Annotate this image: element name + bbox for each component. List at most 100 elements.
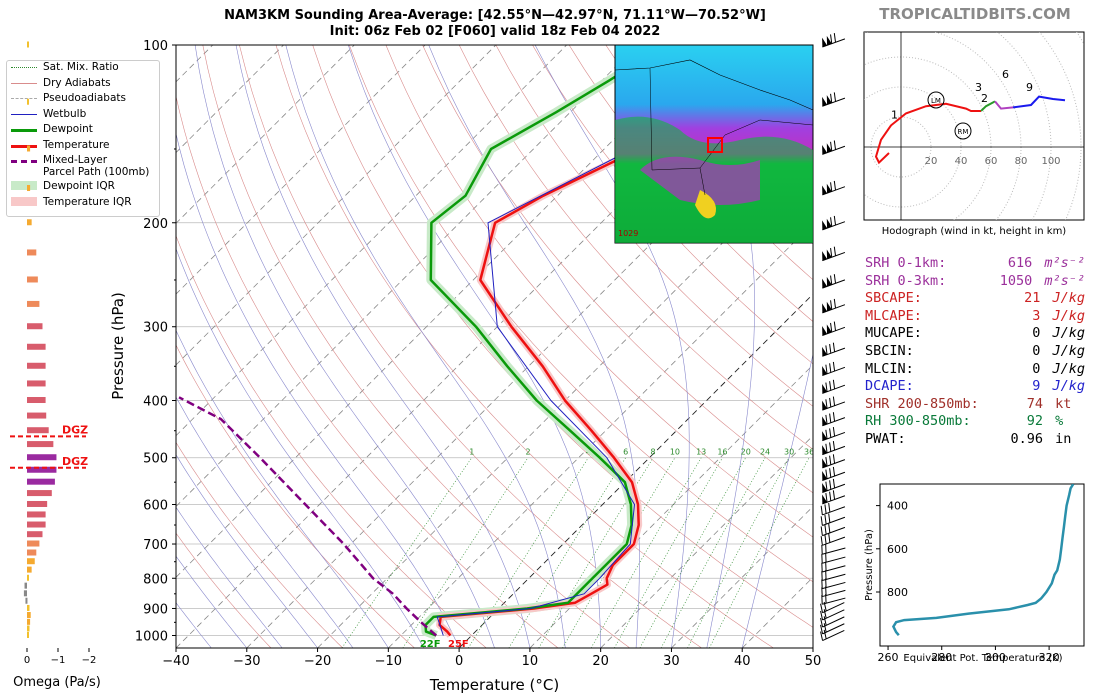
omega-bar <box>27 604 30 611</box>
mixing-ratio-label: 1 <box>469 448 474 457</box>
y-tick-label: 700 <box>143 538 168 553</box>
barb-tick <box>821 562 823 573</box>
stat-number: 21 <box>1024 290 1041 307</box>
omega-bar <box>27 521 46 528</box>
legend-label: Wetbulb <box>43 107 87 120</box>
barb-tick <box>825 561 827 571</box>
hodograph-height-label: 1 <box>891 109 898 122</box>
barb-tick <box>832 396 836 406</box>
barb-flag <box>822 416 828 426</box>
stat-number: 9 <box>1032 378 1041 395</box>
moist-adiabat <box>176 602 212 648</box>
legend-swatch <box>11 139 37 151</box>
storm-motion-marker <box>927 91 945 109</box>
omega-bar <box>27 478 55 485</box>
barb-flag <box>822 400 828 411</box>
hodograph-height-label: 9 <box>1026 81 1033 94</box>
stat-label: DCAPE: <box>865 378 914 395</box>
barb-flag <box>826 218 832 229</box>
moist-adiabat <box>176 555 248 648</box>
isotherm <box>176 45 426 295</box>
stat-row: RH 300-850mb: 92 % <box>865 413 1085 431</box>
wind-barb-shape <box>822 412 846 427</box>
barb-flag <box>826 276 832 287</box>
barb-tick <box>829 397 832 408</box>
mixing-ratio-line <box>709 457 810 648</box>
dry-adiabat <box>275 45 774 648</box>
legend-swatch <box>11 154 37 166</box>
barb-tick <box>832 379 836 390</box>
wind-barb-shape <box>822 466 846 481</box>
barb-tick <box>830 182 833 192</box>
barb-staff <box>822 279 846 289</box>
wind-barb-shape <box>822 396 846 411</box>
stat-number: 1050 <box>999 272 1033 289</box>
barb-flag <box>822 251 828 261</box>
dgz-label: DGZ <box>62 455 88 468</box>
x-tick-label: 30 <box>663 654 680 669</box>
wind-barb-shape <box>821 570 846 581</box>
barb-tick <box>824 534 827 545</box>
hodograph-height-label: 2 <box>981 92 988 105</box>
mixing-ratio-line <box>614 457 723 648</box>
stat-number: 74 <box>1026 395 1043 412</box>
barb-staff <box>822 304 846 314</box>
barb-tick <box>821 554 823 564</box>
wind-barb-shape <box>822 215 846 231</box>
barb-tick <box>829 344 832 354</box>
skewt-frame <box>175 44 814 649</box>
barb-tick <box>828 513 831 523</box>
y-tick-label: 900 <box>143 602 168 617</box>
x-tick-label: 10 <box>522 654 539 669</box>
barb-tick <box>832 361 836 372</box>
inset-map: 1029 <box>614 44 814 244</box>
legend-item: Wetbulb <box>7 108 159 124</box>
stat-unit: m²s⁻² <box>1036 272 1085 289</box>
hodograph-ring-label: 80 <box>1015 156 1028 167</box>
y-tick-label: 300 <box>143 321 168 336</box>
omega-bar <box>27 454 57 461</box>
stat-number: 0 <box>1032 360 1041 377</box>
storm-motion-label: LM <box>931 97 941 105</box>
wind-barb-shape <box>821 552 846 564</box>
theta-e-y-tick-label: 400 <box>887 500 908 513</box>
barb-staff <box>822 445 846 456</box>
barb-tick <box>832 454 836 464</box>
wind-barb <box>822 478 846 493</box>
y-tick-label: 1000 <box>135 629 168 644</box>
omega-x-tick-label: −1 <box>51 655 66 666</box>
barb-flag <box>822 346 828 357</box>
wind-barb <box>822 361 846 377</box>
stat-unit: % <box>1047 413 1064 430</box>
stat-label: SBCIN: <box>865 342 914 359</box>
dry-adiabat <box>176 532 272 648</box>
barb-staff <box>822 347 846 357</box>
legend-label: Dewpoint IQR <box>43 180 115 192</box>
barb-tick <box>825 345 828 355</box>
barb-flag <box>822 366 828 376</box>
barb-staff <box>822 459 846 469</box>
mixing-ratio-line <box>660 457 766 648</box>
parameter-table: SRH 0-1km: 616 m²s⁻² SRH 0-3km: 1050 m²s⁻² S… <box>865 255 1085 449</box>
omega-bar <box>27 380 46 387</box>
barb-tick <box>821 579 823 589</box>
stat-label: MLCAPE: <box>865 307 922 324</box>
theta-e-x-tick-label: 260 <box>878 651 899 664</box>
barb-tick <box>823 623 827 633</box>
omega-bar <box>27 427 49 434</box>
stat-label: SRH 0-1km: <box>865 255 947 271</box>
wind-barb-shape <box>820 523 846 537</box>
omega-bar <box>23 590 27 597</box>
omega-bar <box>24 582 27 589</box>
stat-row: MUCAPE: 0 J/kg <box>865 325 1085 343</box>
barb-tick <box>820 526 823 536</box>
stat-row: SHR 200-850mb: 74 kt <box>865 396 1085 414</box>
wind-barb <box>821 561 846 573</box>
omega-bar <box>27 343 46 350</box>
stat-label: RH 300-850mb: <box>865 413 971 430</box>
moist-adiabat <box>176 247 424 648</box>
omega-bar <box>27 98 29 105</box>
stat-value: 0 J/kg <box>1032 343 1085 361</box>
x-tick-label: 20 <box>592 654 609 669</box>
mixing-ratio-label: 30 <box>784 448 794 457</box>
